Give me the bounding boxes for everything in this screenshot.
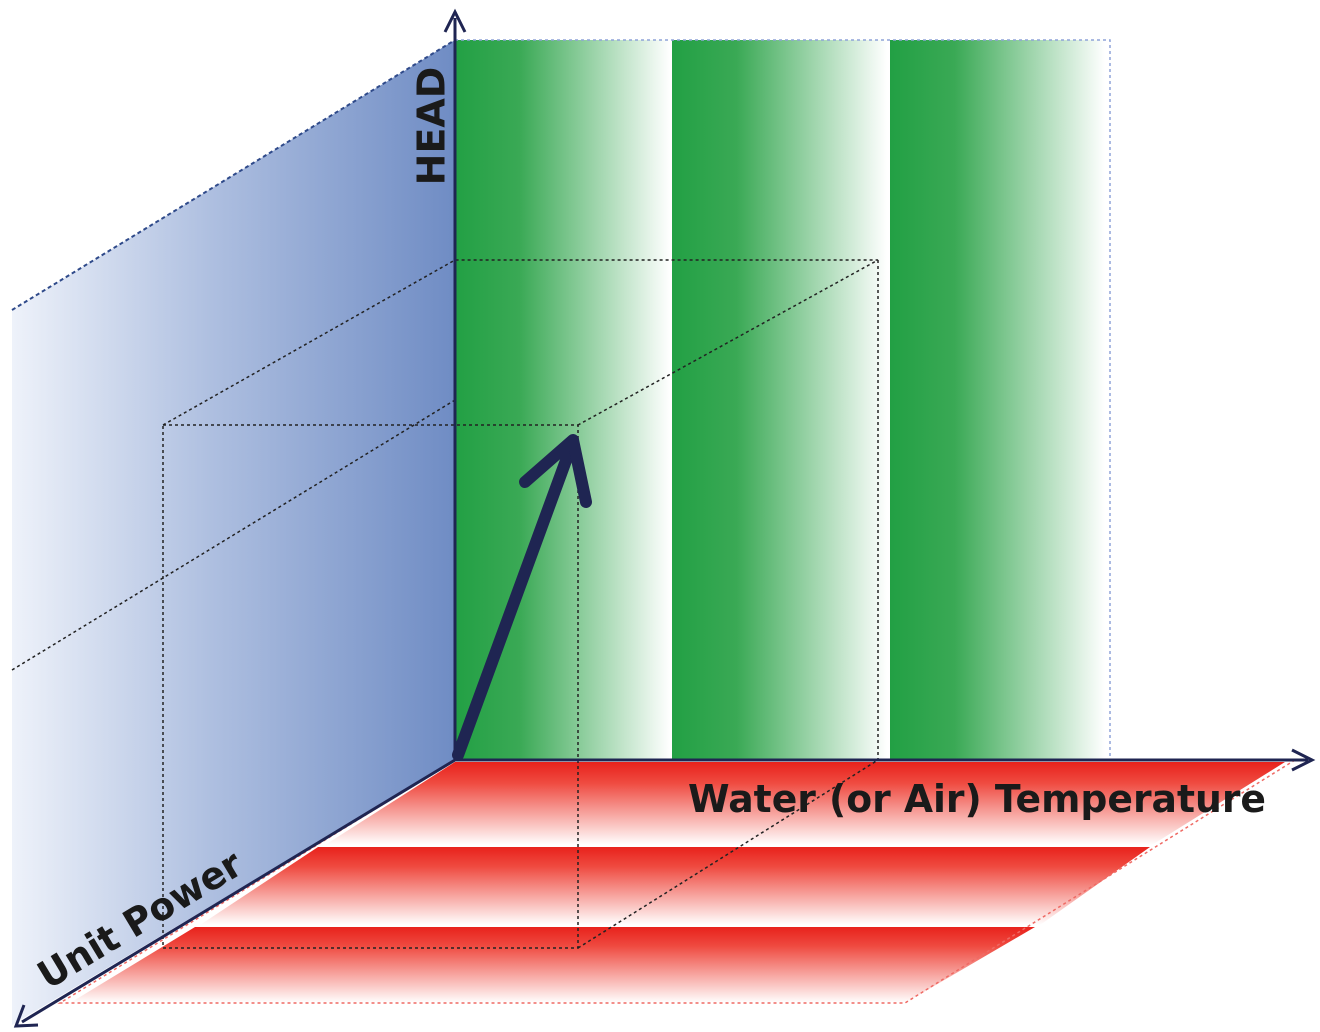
- unit-power-axis: [13, 758, 456, 1028]
- temperature-axis: [455, 748, 1316, 772]
- red-band: [325, 762, 1285, 845]
- head-axis: [443, 8, 467, 760]
- head-axis-label: HEAD: [410, 67, 454, 186]
- green-band: [672, 40, 887, 760]
- temperature-axis-label: Water (or Air) Temperature: [688, 777, 1266, 821]
- wall-top-edge: [11, 39, 456, 311]
- resultant-arrow: [452, 434, 592, 761]
- green-band: [890, 40, 1105, 760]
- power-head-wall: [12, 40, 455, 1025]
- operating-point-box: [11, 259, 879, 949]
- green-band: [455, 40, 670, 760]
- red-band: [70, 927, 1035, 1003]
- red-band: [200, 847, 1150, 925]
